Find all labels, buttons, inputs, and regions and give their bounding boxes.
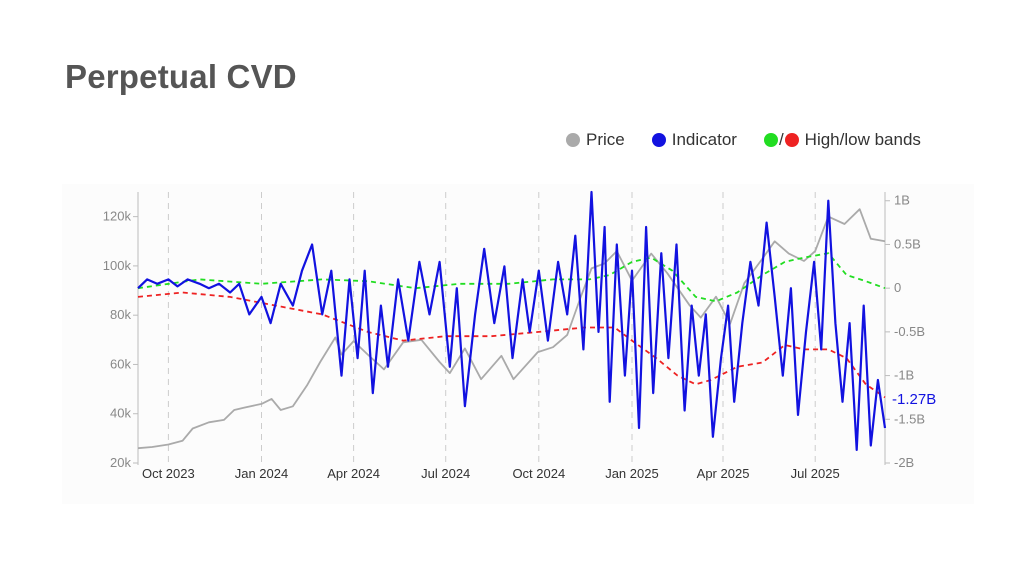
x-tick-label: Oct 2024 — [512, 466, 565, 481]
x-tick-label: Apr 2024 — [327, 466, 380, 481]
series-line-indicator — [137, 190, 887, 451]
legend-item-indicator[interactable]: Indicator — [651, 130, 737, 150]
right-tick-label: -0.5B — [894, 324, 925, 339]
low-band-circle-icon — [784, 133, 799, 147]
left-tick-label: 20k — [110, 455, 131, 470]
left-tick-label: 100k — [103, 258, 132, 273]
price-circle-icon — [566, 133, 580, 147]
legend-label-price: Price — [586, 130, 625, 149]
left-tick-label: 60k — [110, 356, 131, 371]
legend-label-bands: High/low bands — [804, 130, 921, 149]
high-band-circle-icon — [763, 133, 778, 147]
right-tick-label: 1B — [894, 193, 910, 208]
right-tick-label: -1.5B — [894, 411, 925, 426]
cvd-chart: 20k 40k 60k 80k 100k 120k 1B 0.5B 0 -0.5B -1B -1.5B… — [103, 190, 936, 481]
left-tick-label: 120k — [103, 209, 132, 224]
legend-item-price[interactable]: Price — [566, 130, 625, 150]
chart-panel: 20k 40k 60k 80k 100k 120k 1B 0.5B 0 -0.5B -1B -1.5B… — [62, 184, 974, 504]
series-line-price — [137, 208, 886, 450]
right-tick-label: 0.5B — [894, 236, 921, 251]
legend-item-bands[interactable]: / High/low bands — [763, 130, 921, 150]
right-tick-label: -2B — [894, 455, 914, 470]
x-tick-label: Jul 2025 — [791, 466, 840, 481]
right-tick-label: 0 — [894, 280, 901, 295]
chart-legend: Price Indicator / High/low bands — [566, 129, 921, 151]
indicator-last-value-label: -1.27B — [892, 391, 936, 408]
left-tick-label: 40k — [110, 406, 131, 421]
x-tick-label: Jul 2024 — [421, 466, 470, 481]
x-tick-label: Oct 2023 — [142, 466, 195, 481]
right-tick-label: -1B — [894, 368, 914, 383]
x-tick-label: Jan 2025 — [605, 466, 659, 481]
left-tick-label: 80k — [110, 307, 131, 322]
x-tick-label: Jan 2024 — [235, 466, 288, 481]
indicator-circle-icon — [651, 133, 666, 147]
legend-separator: / — [778, 130, 784, 149]
series-line-high-band — [137, 252, 886, 303]
series-line-low-band — [137, 291, 886, 399]
legend-label-indicator: Indicator — [671, 130, 737, 149]
x-tick-label: Apr 2025 — [697, 466, 750, 481]
page-title: Perpetual CVD — [65, 58, 297, 95]
